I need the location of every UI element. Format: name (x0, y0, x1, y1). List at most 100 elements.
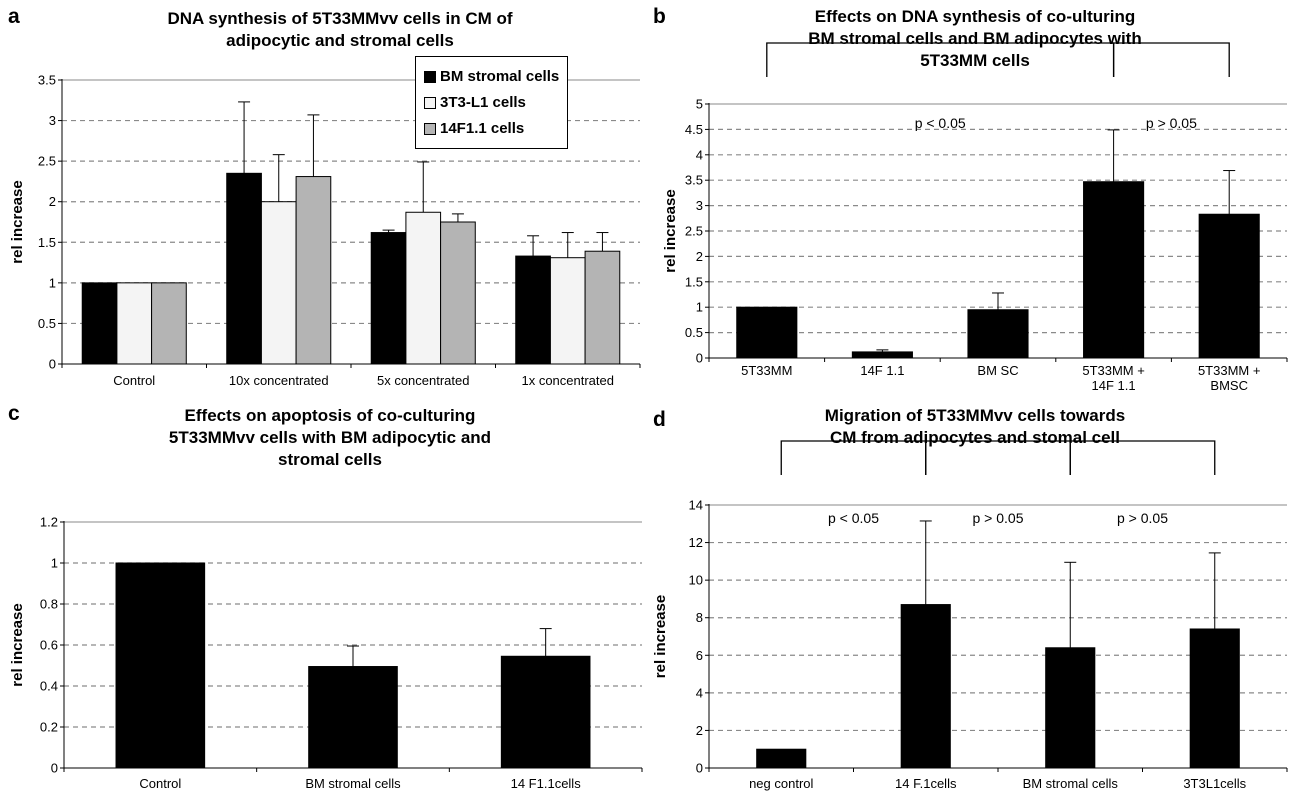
bar-a-1x-concentrated-bm-stromal-cells (515, 255, 551, 365)
chart-svg-b: 0 0.5 1 1.5 2 2.5 3 3.5 4 4.5 5 rel increase 5T33MM 1… (662, 42, 1288, 393)
chart-title-a: DNA synthesis of 5T33MMvv cells in CM of… (80, 8, 600, 52)
y-tick-label-b-0: 0 (696, 351, 703, 366)
x-tick-label-d-14-f-1cells: 14 F.1cells (895, 776, 957, 791)
y-axis-label-c: rel increase (9, 603, 26, 686)
panel-letter-a: a (8, 5, 20, 28)
bar-b-5t33mm-bmsc (1198, 213, 1260, 359)
chart-svg-c: 0 0.2 0.4 0.6 0.8 1 1.2 rel increase Control BM s… (9, 515, 643, 791)
bar-a-5x-concentrated-bm-stromal-cells (370, 232, 407, 365)
legend-label-14f1-1: 14F1.1 cells (440, 120, 525, 137)
bar-a-5x-concentrated-3t3-l1-cells (405, 211, 442, 365)
bar-a-control-bm-stromal-cells (81, 282, 118, 365)
chart-panel-c: c Effects on apoptosis of co-culturing 5… (0, 399, 645, 799)
legend-item-bm-stromal: BM stromal cells (424, 68, 559, 85)
bar-a-10x-concentrated-3t3-l1-cells (260, 201, 297, 365)
chart-legend-a: BM stromal cells 3T3-L1 cells 14F1.1 cel… (415, 56, 569, 149)
significance-bracket-d-0 (780, 440, 927, 475)
bar-b-5t33mm (736, 306, 798, 359)
y-tick-label-d-6: 6 (696, 648, 703, 663)
y-tick-label-b-2: 2 (696, 249, 703, 264)
significance-bracket-d-1 (925, 440, 1071, 475)
chart-svg-d: 0 2 4 6 8 10 12 14 rel increase neg control 14 F.1… (652, 440, 1288, 791)
legend-item-3t3-l1: 3T3-L1 cells (424, 94, 559, 111)
y-tick-label-a-1: 1 (49, 275, 56, 290)
chart-title-b-line-1: Effects on DNA synthesis of co-ulturing (814, 7, 1136, 26)
significance-bracket-b-1 (1112, 42, 1230, 77)
y-tick-label-b-5: 5 (696, 97, 703, 112)
bar-a-1x-concentrated-14f1-1-cells (584, 250, 621, 365)
y-tick-label-c-1: 1 (51, 556, 58, 571)
bar-b-14f-1-1 (851, 351, 913, 359)
x-tick-label-b-bm-sc: BM SC (977, 363, 1018, 378)
y-tick-label-b-4-5: 4.5 (685, 122, 703, 137)
y-tick-label-b-3-5: 3.5 (685, 173, 703, 188)
legend-label-bm-stromal: BM stromal cells (440, 68, 560, 85)
y-tick-label-b-2-5: 2.5 (685, 224, 703, 239)
y-tick-label-c-0-2: 0.2 (40, 720, 58, 735)
panel-letter-b: b (653, 5, 666, 28)
panel-letter-c: c (8, 402, 20, 425)
legend-swatch-3t3-l1 (424, 96, 436, 109)
y-tick-label-c-0-6: 0.6 (40, 638, 58, 653)
y-tick-label-d-12: 12 (689, 535, 703, 550)
y-tick-label-b-1-5: 1.5 (685, 274, 703, 289)
chart-panel-b: b Effects on DNA synthesis of co-ulturin… (645, 0, 1290, 399)
legend-item-14f1-1: 14F1.1 cells (424, 120, 559, 137)
chart-title-d-line-2: CM from adipocytes and stomal cell (829, 428, 1120, 447)
y-axis-label-b: rel increase (662, 189, 679, 272)
y-tick-label-a-1-5: 1.5 (38, 235, 56, 250)
y-tick-label-d-10: 10 (689, 573, 703, 588)
chart-title-c-line-2: 5T33MMvv cells with BM adipocytic and (168, 428, 492, 447)
x-tick-label-b-14f-1-1: 14F 1.1 (860, 363, 904, 378)
bar-c-14-f1-1cells (500, 655, 591, 769)
y-tick-label-c-1-2: 1.2 (40, 515, 58, 530)
bar-d-neg-control (756, 748, 807, 769)
x-tick-label-d-3t3l1cells: 3T3L1cells (1183, 776, 1246, 791)
y-tick-label-a-2: 2 (49, 194, 56, 209)
chart-title-a-line-1: DNA synthesis of 5T33MMvv cells in CM of (167, 9, 513, 28)
bar-d-bm-stromal-cells (1045, 647, 1096, 769)
chart-title-a-line-2: adipocytic and stromal cells (226, 31, 454, 50)
y-tick-label-c-0-8: 0.8 (40, 597, 58, 612)
x-tick-label-b-5t33mm-14f-1-1-line-2: 14F 1.1 (1092, 378, 1136, 393)
bar-b-bm-sc (967, 309, 1029, 359)
x-tick-label-b-5t33mm-bmsc-line-2: BMSC (1210, 378, 1248, 393)
y-tick-label-c-0: 0 (51, 761, 58, 776)
panel-letter-d: d (653, 408, 666, 431)
significance-label-b-1: p > 0.05 (1146, 115, 1197, 131)
bar-a-1x-concentrated-3t3-l1-cells (549, 257, 586, 365)
x-tick-label-c-control: Control (139, 776, 181, 791)
y-tick-label-b-4: 4 (696, 147, 703, 162)
legend-swatch-bm-stromal (424, 70, 436, 83)
y-tick-label-a-3: 3 (49, 113, 56, 128)
bar-d-14-f-1cells (900, 604, 951, 769)
bar-b-5t33mm-14f-1-1 (1083, 181, 1145, 359)
chart-panel-a: a DNA synthesis of 5T33MMvv cells in CM … (0, 0, 645, 399)
chart-title-c: Effects on apoptosis of co-culturing 5T3… (90, 405, 570, 471)
x-tick-label-c-bm-stromal-cells: BM stromal cells (305, 776, 401, 791)
significance-label-d-2: p > 0.05 (1117, 510, 1168, 526)
bar-a-10x-concentrated-14f1-1-cells (295, 176, 332, 365)
y-tick-label-a-0-5: 0.5 (38, 316, 56, 331)
y-tick-label-a-2-5: 2.5 (38, 154, 56, 169)
y-tick-label-d-4: 4 (696, 685, 703, 700)
significance-label-d-0: p < 0.05 (828, 510, 879, 526)
x-tick-label-a-control: Control (113, 373, 155, 388)
chart-title-b-line-3: 5T33MM cells (920, 51, 1030, 70)
x-tick-label-c-14-f1-1cells: 14 F1.1cells (511, 776, 582, 791)
y-tick-label-c-0-4: 0.4 (40, 679, 58, 694)
bar-a-control-14f1-1-cells (151, 282, 187, 365)
chart-title-c-line-3: stromal cells (278, 450, 382, 469)
legend-label-3t3-l1: 3T3-L1 cells (440, 94, 526, 111)
chart-title-d-line-1: Migration of 5T33MMvv cells towards (824, 406, 1126, 425)
y-tick-label-b-1: 1 (696, 300, 703, 315)
bar-a-10x-concentrated-bm-stromal-cells (226, 172, 262, 365)
x-tick-label-b-5t33mm-14f-1-1-line-1: 5T33MM + (1082, 363, 1145, 378)
x-tick-label-b-5t33mm-bmsc-line-1: 5T33MM + (1198, 363, 1261, 378)
chart-title-c-line-1: Effects on apoptosis of co-culturing (184, 406, 476, 425)
x-tick-label-a-1x-concentrated: 1x concentrated (521, 373, 614, 388)
y-tick-label-b-3: 3 (696, 198, 703, 213)
bar-a-control-3t3-l1-cells (116, 282, 153, 365)
significance-label-b-0: p < 0.05 (915, 115, 966, 131)
x-tick-label-a-5x-concentrated: 5x concentrated (377, 373, 470, 388)
